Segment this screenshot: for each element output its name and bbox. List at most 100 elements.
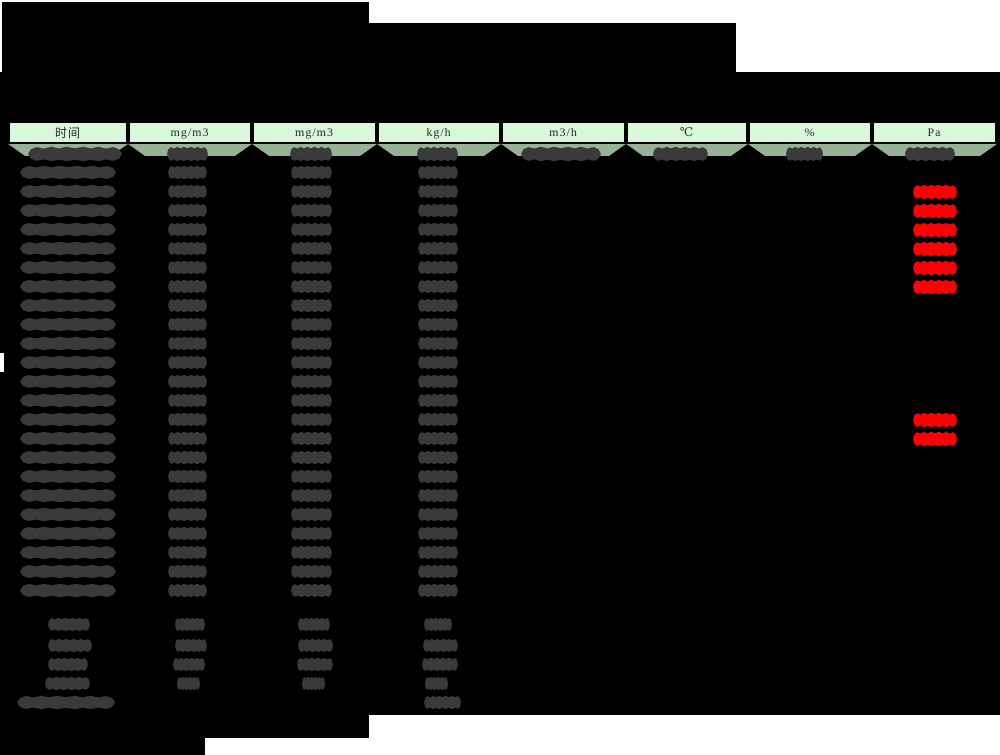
redacted-cell bbox=[424, 695, 461, 710]
redacted-cell bbox=[291, 564, 332, 579]
redacted-cell bbox=[168, 241, 207, 256]
redacted-cell bbox=[168, 450, 207, 465]
redacted-cell bbox=[521, 146, 601, 162]
header-cell-0[interactable]: 时间 bbox=[8, 121, 128, 144]
redacted-cell bbox=[20, 393, 116, 408]
redacted-cell-alert bbox=[913, 203, 957, 219]
redacted-cell bbox=[20, 526, 116, 541]
header-cell-5[interactable]: ℃ bbox=[626, 121, 748, 144]
redacted-cell bbox=[424, 617, 452, 632]
header-cell-4[interactable]: m3/h bbox=[501, 121, 626, 144]
header-cell-3[interactable]: kg/h bbox=[377, 121, 501, 144]
header-cell-1[interactable]: mg/m3 bbox=[128, 121, 252, 144]
redacted-cell bbox=[425, 676, 448, 691]
redacted-cell bbox=[20, 583, 116, 598]
header-cell-7[interactable]: Pa bbox=[872, 121, 997, 144]
redacted-cell bbox=[168, 583, 207, 598]
redacted-cell bbox=[20, 184, 116, 199]
redacted-cell bbox=[291, 298, 332, 313]
redacted-cell bbox=[291, 374, 332, 389]
redacted-cell bbox=[48, 657, 88, 672]
redacted-cell bbox=[418, 165, 458, 180]
redacted-cell bbox=[20, 241, 116, 256]
redacted-cell bbox=[422, 657, 458, 672]
redacted-cell bbox=[291, 241, 332, 256]
redacted-cell bbox=[418, 545, 458, 560]
redacted-cell bbox=[168, 260, 207, 275]
redacted-cell bbox=[291, 526, 332, 541]
redacted-cell bbox=[20, 450, 116, 465]
redacted-cell bbox=[20, 564, 116, 579]
redacted-cell bbox=[291, 431, 332, 446]
header-cell-2[interactable]: mg/m3 bbox=[252, 121, 377, 144]
redacted-cell bbox=[168, 184, 207, 199]
redacted-cell bbox=[291, 165, 332, 180]
redacted-cell bbox=[167, 146, 208, 162]
redacted-cell bbox=[418, 355, 458, 370]
redacted-cell bbox=[418, 526, 458, 541]
left-edge-white-gap bbox=[0, 353, 4, 372]
redacted-cell bbox=[48, 638, 92, 653]
redacted-cell bbox=[297, 657, 333, 672]
redacted-cell bbox=[418, 279, 458, 294]
redacted-cell bbox=[291, 260, 332, 275]
redacted-cell bbox=[291, 450, 332, 465]
redacted-cell bbox=[168, 298, 207, 313]
redacted-cell bbox=[20, 222, 116, 237]
redacted-cell bbox=[418, 469, 458, 484]
redacted-cell bbox=[175, 617, 205, 632]
redacted-cell bbox=[291, 355, 332, 370]
redacted-cell bbox=[168, 412, 207, 427]
redacted-cell bbox=[20, 260, 116, 275]
redacted-cell bbox=[20, 165, 116, 180]
redacted-cell bbox=[168, 564, 207, 579]
redacted-cell bbox=[20, 298, 116, 313]
header-cell-6[interactable]: % bbox=[748, 121, 872, 144]
redacted-cell bbox=[168, 355, 207, 370]
redacted-cell bbox=[291, 222, 332, 237]
redacted-cell bbox=[291, 583, 332, 598]
redacted-cell bbox=[20, 431, 116, 446]
redacted-cell-alert bbox=[913, 431, 957, 447]
redacted-cell bbox=[418, 431, 458, 446]
redacted-cell bbox=[418, 336, 458, 351]
redacted-cell bbox=[45, 676, 90, 691]
redacted-cell bbox=[786, 146, 823, 162]
redacted-cell bbox=[418, 507, 458, 522]
redacted-cell bbox=[20, 336, 116, 351]
redacted-cell-alert bbox=[913, 412, 957, 428]
redaction-block-top-mid bbox=[2, 23, 736, 72]
redacted-cell bbox=[653, 146, 708, 162]
redacted-cell bbox=[291, 507, 332, 522]
redacted-cell bbox=[168, 393, 207, 408]
redacted-cell bbox=[291, 412, 332, 427]
redacted-cell bbox=[48, 617, 90, 632]
redacted-cell bbox=[20, 317, 116, 332]
redacted-cell bbox=[168, 279, 207, 294]
redacted-cell-alert bbox=[913, 184, 957, 200]
redacted-cell bbox=[418, 412, 458, 427]
redaction-block-main bbox=[0, 72, 1000, 715]
redacted-cell bbox=[20, 355, 116, 370]
redacted-cell bbox=[291, 488, 332, 503]
redacted-cell bbox=[418, 241, 458, 256]
redacted-cell bbox=[418, 564, 458, 579]
redacted-cell bbox=[291, 184, 332, 199]
redacted-cell bbox=[168, 526, 207, 541]
redacted-cell bbox=[418, 488, 458, 503]
redacted-cell bbox=[418, 260, 458, 275]
redacted-cell bbox=[418, 317, 458, 332]
redacted-cell bbox=[28, 146, 122, 162]
redacted-cell bbox=[20, 279, 116, 294]
redacted-cell bbox=[168, 165, 207, 180]
redacted-cell bbox=[302, 676, 325, 691]
redacted-cell bbox=[418, 184, 458, 199]
redacted-cell bbox=[168, 431, 207, 446]
redacted-cell-alert bbox=[913, 241, 957, 257]
redacted-cell bbox=[168, 336, 207, 351]
redacted-cell bbox=[20, 488, 116, 503]
redacted-cell bbox=[423, 638, 458, 653]
redacted-cell bbox=[418, 203, 458, 218]
redacted-cell bbox=[418, 374, 458, 389]
